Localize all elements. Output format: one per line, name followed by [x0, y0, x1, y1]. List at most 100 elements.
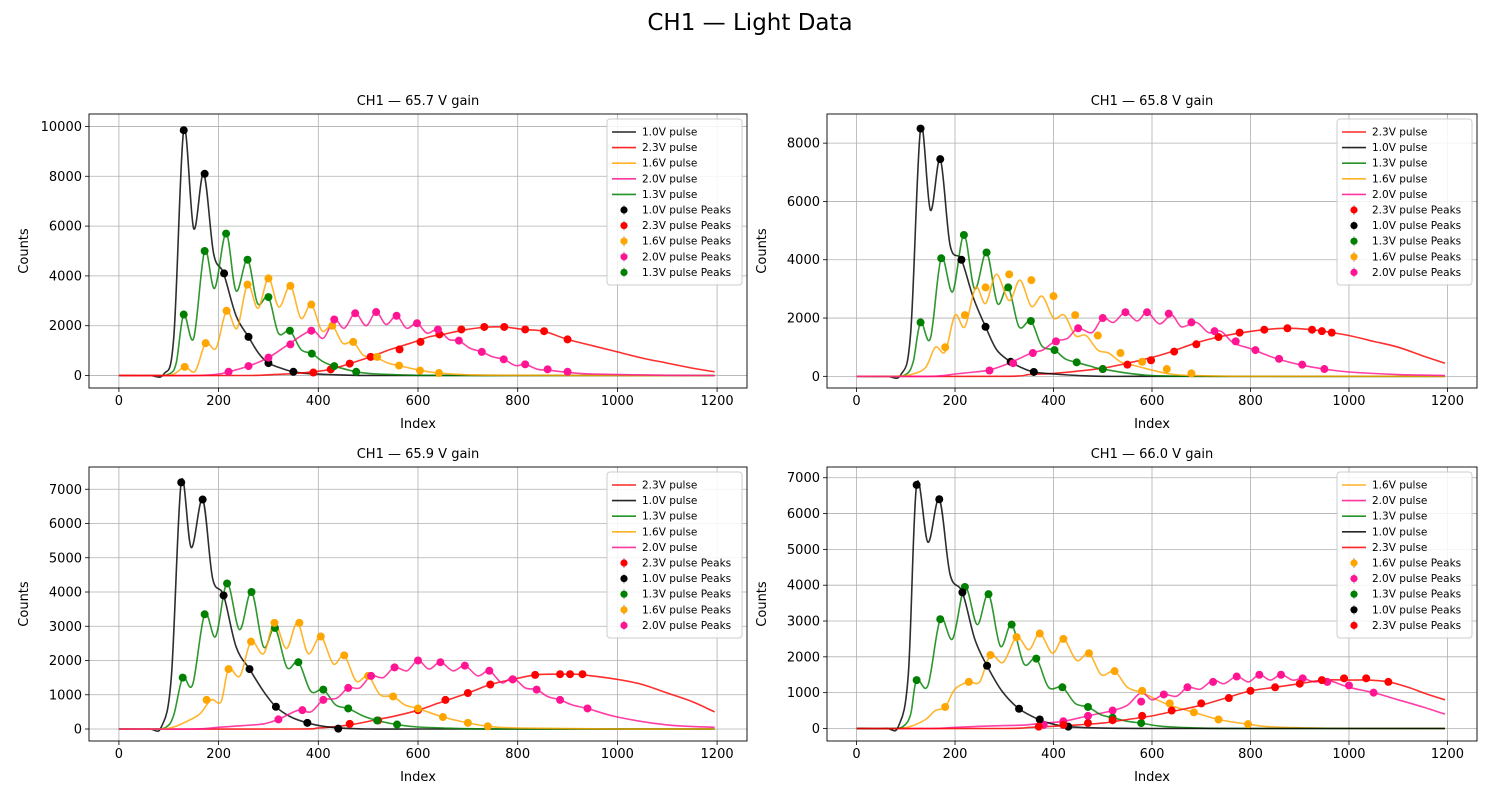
series-line-2-0v-pulse	[118, 311, 715, 377]
subplot-title: CH1 — 65.9 V gain	[357, 447, 480, 462]
peak-marker-2-0v-pulse-peaks	[307, 326, 316, 335]
legend-label: 1.3V pulse	[642, 511, 697, 523]
peak-marker-2-0v-pulse-peaks	[1210, 327, 1219, 336]
x-tick-label: 1000	[1332, 394, 1365, 409]
y-tick-label: 6000	[787, 507, 820, 522]
peak-marker-2-0v-pulse-peaks	[556, 695, 565, 704]
x-axis-label: Index	[1134, 417, 1170, 432]
legend-label: 1.0V pulse	[1372, 526, 1427, 538]
legend-label: 2.3V pulse Peaks	[1372, 205, 1461, 217]
peak-marker-2-3v-pulse-peaks	[345, 359, 354, 368]
legend-label: 1.6V pulse Peaks	[642, 236, 731, 248]
peak-marker-1-3v-pulse-peaks	[959, 230, 968, 239]
subplot-4: 0 200 400 600 800 1000 1200 0 1000 2000 3000 4000 50…	[755, 447, 1478, 785]
peak-marker-1-3v-pulse-peaks	[344, 704, 353, 713]
x-tick-label: 600	[406, 394, 431, 409]
legend-label: 2.0V pulse	[1372, 189, 1427, 201]
y-tick-label: 8000	[49, 170, 82, 185]
peak-marker-2-0v-pulse-peaks	[1028, 349, 1037, 358]
peak-marker-1-3v-pulse-peaks	[200, 247, 209, 255]
x-tick-label: 1200	[701, 394, 734, 409]
peak-marker-1-3v-pulse-peaks	[178, 673, 187, 682]
legend-label: 1.3V pulse Peaks	[642, 589, 731, 601]
y-tick-label: 5000	[49, 551, 82, 566]
x-tick-label: 1000	[601, 747, 634, 762]
peak-marker-1-6v-pulse-peaks	[316, 632, 325, 641]
subplot-1: 0 200 400 600 800 1000 1200 0 2000 4000 6000 8000 10…	[17, 94, 748, 432]
x-tick-label: 800	[1238, 394, 1263, 409]
legend-label: 2.0V pulse Peaks	[642, 620, 731, 632]
figure-title: CH1 — Light Data	[647, 10, 853, 36]
legend-marker	[1350, 268, 1358, 276]
peak-marker-1-0v-pulse-peaks	[981, 322, 990, 331]
peak-marker-2-3v-pulse-peaks	[1295, 679, 1304, 688]
peak-marker-1-3v-pulse-peaks	[1072, 358, 1081, 367]
legend-label: 1.0V pulse Peaks	[1372, 220, 1461, 232]
legend-label: 1.6V pulse Peaks	[1372, 558, 1461, 570]
peak-marker-2-0v-pulse-peaks	[1344, 681, 1353, 690]
peak-marker-1-3v-pulse-peaks	[294, 658, 303, 667]
peak-marker-2-3v-pulse-peaks	[1059, 720, 1068, 729]
peak-marker-2-0v-pulse-peaks	[390, 663, 399, 672]
peak-marker-1-6v-pulse-peaks	[1138, 357, 1147, 366]
peak-marker-1-0v-pulse-peaks	[1035, 715, 1044, 724]
x-tick-label: 0	[115, 747, 123, 762]
y-tick-label: 0	[812, 722, 820, 737]
x-tick-label: 0	[115, 394, 123, 409]
peak-marker-2-0v-pulse-peaks	[436, 658, 445, 667]
peak-marker-2-0v-pulse-peaks	[367, 671, 376, 680]
peak-marker-1-0v-pulse-peaks	[958, 588, 967, 597]
peak-marker-1-3v-pulse-peaks	[1004, 283, 1013, 292]
peak-marker-1-3v-pulse-peaks	[247, 588, 256, 597]
legend-label: 1.0V pulse	[642, 495, 697, 507]
peak-marker-2-3v-pulse-peaks	[500, 322, 509, 331]
legend-label: 1.3V pulse	[1372, 158, 1427, 170]
legend-marker	[1350, 590, 1358, 598]
peak-marker-2-0v-pulse-peaks	[1108, 706, 1117, 715]
legend-label: 1.0V pulse Peaks	[1372, 604, 1461, 616]
legend-marker	[1350, 606, 1358, 614]
peak-marker-1-3v-pulse-peaks	[1098, 365, 1107, 374]
x-tick-label: 0	[852, 394, 860, 409]
peak-marker-2-3v-pulse-peaks	[309, 368, 318, 377]
peak-marker-1-0v-pulse-peaks	[334, 724, 343, 733]
peak-marker-1-6v-pulse-peaks	[1162, 365, 1171, 374]
peak-marker-2-0v-pulse-peaks	[485, 666, 494, 675]
peak-marker-2-3v-pulse-peaks	[1362, 674, 1371, 683]
peak-marker-1-6v-pulse-peaks	[986, 651, 995, 660]
peak-marker-2-0v-pulse-peaks	[372, 308, 381, 317]
series-line-2-0v-pulse	[856, 673, 1446, 730]
peak-marker-1-3v-pulse-peaks	[1007, 620, 1016, 629]
peak-marker-1-6v-pulse-peaks	[960, 311, 969, 320]
peak-marker-2-0v-pulse-peaks	[330, 315, 339, 324]
peak-marker-1-6v-pulse-peaks	[286, 281, 295, 290]
peak-marker-2-0v-pulse-peaks	[521, 360, 530, 369]
x-axis-label: Index	[1134, 770, 1170, 785]
peak-marker-1-6v-pulse-peaks	[340, 651, 349, 660]
y-tick-label: 2000	[49, 654, 82, 669]
peak-marker-1-0v-pulse-peaks	[271, 702, 280, 711]
peak-marker-2-0v-pulse-peaks	[563, 367, 572, 376]
legend-label: 1.3V pulse	[642, 189, 697, 201]
peak-marker-2-3v-pulse-peaks	[1340, 674, 1349, 683]
legend-label: 1.3V pulse	[1372, 511, 1427, 523]
peak-marker-2-3v-pulse-peaks	[540, 327, 549, 336]
peak-marker-1-0v-pulse-peaks	[289, 367, 298, 376]
legend-label: 2.3V pulse	[642, 480, 697, 492]
axes-frame	[88, 466, 748, 742]
peak-marker-2-0v-pulse-peaks	[583, 704, 592, 713]
peak-marker-2-3v-pulse-peaks	[1308, 325, 1317, 334]
peak-marker-1-6v-pulse-peaks	[1012, 633, 1021, 642]
peak-marker-1-0v-pulse-peaks	[220, 269, 229, 278]
peak-marker-1-3v-pulse-peaks	[373, 716, 382, 725]
peak-marker-2-0v-pulse-peaks	[224, 367, 233, 376]
peak-marker-1-0v-pulse-peaks	[244, 332, 253, 341]
peak-marker-2-3v-pulse-peaks	[463, 689, 472, 698]
legend-label: 1.0V pulse Peaks	[642, 573, 731, 585]
peak-marker-2-3v-pulse-peaks	[441, 695, 450, 704]
x-tick-label: 800	[505, 747, 530, 762]
peak-marker-1-6v-pulse-peaks	[941, 702, 950, 711]
peak-marker-1-6v-pulse-peaks	[247, 637, 256, 646]
peak-marker-1-3v-pulse-peaks	[982, 248, 991, 257]
peak-marker-1-6v-pulse-peaks	[295, 618, 304, 627]
